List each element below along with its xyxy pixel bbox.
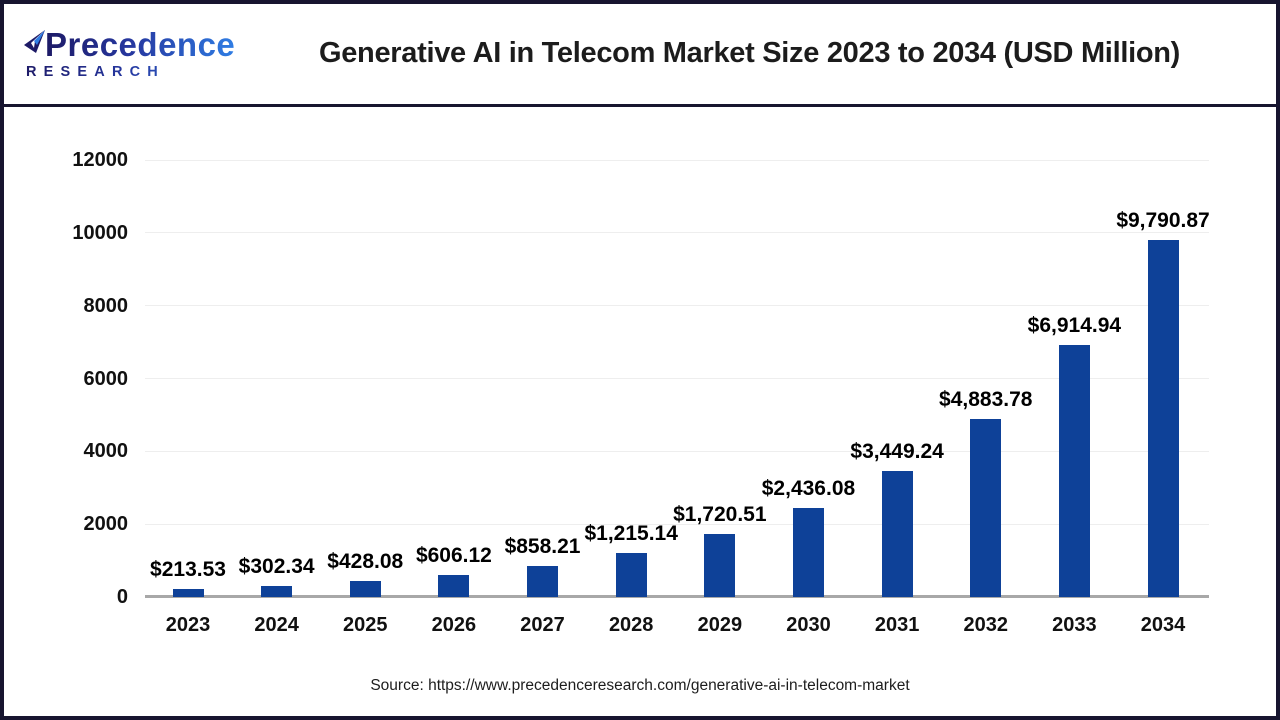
x-axis-label-2027: 2027 bbox=[520, 614, 565, 636]
logo-subtitle: RESEARCH bbox=[22, 65, 249, 80]
x-axis-label-2028: 2028 bbox=[608, 614, 654, 636]
y-axis-tick-2000: 2000 bbox=[83, 513, 129, 536]
bar-2031 bbox=[881, 471, 913, 597]
value-label-2033: $6,914.94 bbox=[1027, 314, 1122, 338]
x-axis-label-2033: 2033 bbox=[1052, 614, 1097, 636]
value-label-2031: $3,449.24 bbox=[850, 440, 944, 464]
bar-2032 bbox=[970, 419, 1002, 597]
value-label-2025: $428.08 bbox=[327, 550, 404, 574]
source-line: Source: https://www.precedenceresearch.c… bbox=[370, 677, 910, 694]
gridline-12000 bbox=[145, 159, 1209, 161]
value-label-2027: $858.21 bbox=[504, 534, 581, 558]
bar-2026 bbox=[438, 574, 470, 597]
gridline-8000 bbox=[145, 305, 1209, 307]
value-label-2032: $4,883.78 bbox=[939, 388, 1033, 412]
value-label-2034: $9,790.87 bbox=[1116, 209, 1210, 233]
value-label-2026: $606.12 bbox=[415, 543, 492, 567]
y-axis-tick-12000: 12000 bbox=[72, 149, 128, 171]
value-label-2028: $1,215.14 bbox=[584, 521, 678, 545]
bar-2034 bbox=[1147, 240, 1179, 597]
x-axis-label-2026: 2026 bbox=[431, 614, 477, 636]
x-axis-label-2034: 2034 bbox=[1140, 614, 1186, 636]
x-axis-label-2024: 2024 bbox=[254, 614, 299, 636]
gridline-6000 bbox=[145, 378, 1209, 379]
x-axis-label-2030: 2030 bbox=[786, 614, 831, 636]
bar-2025 bbox=[349, 581, 381, 597]
header: Precedence RESEARCH Generative AI in Tel… bbox=[4, 4, 1276, 107]
x-axis-label-2023: 2023 bbox=[165, 614, 211, 636]
value-label-2030: $2,436.08 bbox=[761, 477, 856, 501]
bar-2028 bbox=[615, 552, 647, 597]
x-axis-label-2032: 2032 bbox=[963, 614, 1009, 636]
logo-wordmark-row: Precedence bbox=[22, 28, 249, 61]
x-axis-label-2029: 2029 bbox=[697, 614, 743, 636]
y-axis-tick-8000: 8000 bbox=[83, 294, 129, 317]
x-axis-label-2025: 2025 bbox=[343, 614, 388, 636]
bar-2030 bbox=[792, 508, 824, 597]
y-axis-tick-6000: 6000 bbox=[83, 367, 129, 390]
gridline-4000 bbox=[145, 450, 1209, 452]
y-axis-tick-10000: 10000 bbox=[72, 221, 128, 244]
chart-area: 0 2000 4000 6000 8000 10000 12000 $213.53 2023 $3… bbox=[4, 107, 1276, 713]
y-axis-tick-0: 0 bbox=[116, 586, 128, 608]
chart-title: Generative AI in Telecom Market Size 202… bbox=[318, 37, 1181, 70]
bar-2029 bbox=[704, 534, 736, 597]
y-axis-tick-4000: 4000 bbox=[83, 440, 129, 463]
bar-2023 bbox=[172, 589, 204, 597]
gridline-2000 bbox=[145, 523, 1209, 525]
logo-leaf-icon bbox=[24, 30, 45, 54]
value-label-2024: $302.34 bbox=[238, 554, 315, 578]
precedence-research-logo: Precedence RESEARCH bbox=[4, 28, 249, 80]
bar-2027 bbox=[527, 565, 559, 597]
bar-2024 bbox=[261, 585, 293, 597]
gridline-10000 bbox=[145, 232, 1209, 234]
value-label-2029: $1,720.51 bbox=[673, 503, 767, 527]
bar-2033 bbox=[1058, 345, 1090, 597]
logo-wordmark: Precedence bbox=[45, 26, 236, 64]
x-axis-baseline bbox=[145, 595, 1209, 598]
value-label-2023: $213.53 bbox=[150, 558, 226, 582]
x-axis-label-2031: 2031 bbox=[874, 614, 920, 636]
